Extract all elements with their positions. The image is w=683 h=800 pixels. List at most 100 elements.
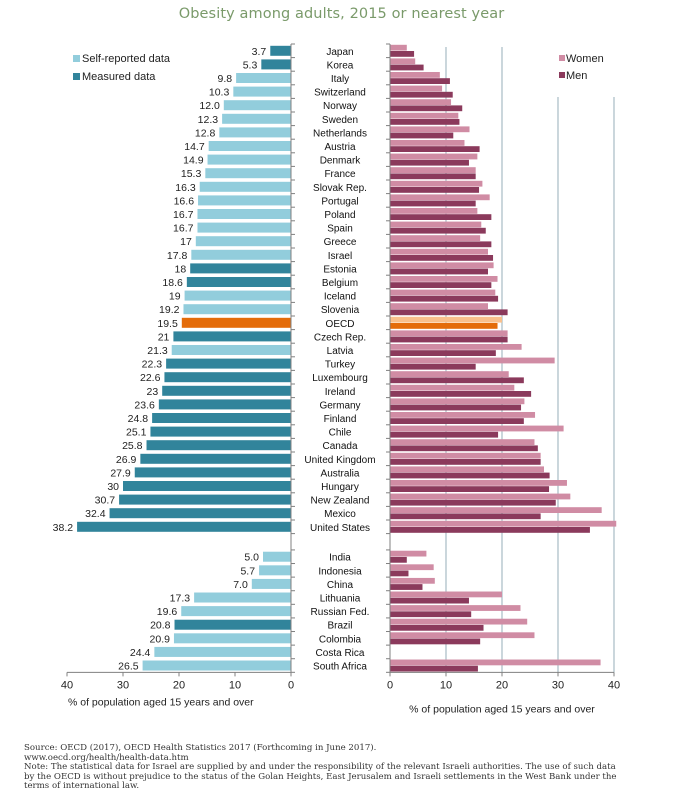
men-bar — [390, 597, 469, 604]
women-bar — [390, 452, 541, 459]
women-bar — [390, 262, 494, 269]
right-x-tick-label: 40 — [608, 679, 620, 691]
men-bar — [390, 323, 498, 329]
axes — [66, 43, 615, 677]
women-bar — [390, 564, 434, 571]
women-bar — [390, 659, 601, 666]
total-bar-france — [205, 168, 291, 179]
legend-swatch-women — [559, 55, 565, 61]
men-bar — [390, 295, 499, 302]
total-bar-indonesia — [259, 565, 291, 576]
total-bars — [77, 45, 291, 671]
men-bar — [390, 78, 450, 84]
value-label: 22.6 — [140, 372, 161, 384]
country-label: Chile — [329, 428, 352, 439]
men-bar — [390, 268, 488, 275]
value-label: 38.2 — [53, 522, 74, 534]
value-label: 18 — [175, 263, 187, 275]
women-bar — [390, 44, 407, 51]
country-label: New Zealand — [311, 496, 370, 507]
total-bar-canada — [146, 440, 291, 451]
total-bar-australia — [134, 467, 291, 478]
men-bar — [390, 459, 541, 465]
total-bar-finland — [152, 413, 291, 423]
total-bar-united-kingdom — [140, 453, 291, 464]
country-label: Netherlands — [313, 128, 367, 139]
value-label: 17.3 — [170, 593, 191, 605]
israel-note-2: by the OECD is without prejudice to the … — [24, 771, 617, 782]
israel-note-1: Note: The statistical data for Israel ar… — [24, 762, 616, 773]
country-label: OECD — [326, 319, 355, 330]
country-label: Slovenia — [321, 305, 360, 316]
men-bar — [390, 391, 532, 397]
total-bar-denmark — [207, 154, 291, 165]
value-label: 24.4 — [130, 647, 151, 659]
total-bar-ireland — [162, 385, 291, 396]
men-bar — [390, 336, 508, 343]
value-label: 21 — [158, 331, 170, 343]
women-bar — [390, 577, 435, 584]
men-bar — [390, 146, 480, 152]
men-bar — [390, 556, 407, 563]
men-bar — [390, 105, 463, 112]
country-label: Estonia — [323, 264, 357, 275]
value-label: 19.5 — [157, 318, 178, 330]
value-label: 17 — [180, 236, 192, 248]
women-bar — [390, 208, 478, 214]
country-label: Germany — [319, 400, 360, 411]
value-label: 12.3 — [198, 114, 219, 126]
country-label: Brazil — [327, 621, 352, 632]
women-bar — [390, 99, 452, 105]
country-label: Czech Rep. — [314, 332, 366, 343]
legend-swatch-measured — [73, 73, 80, 80]
total-bar-switzerland — [233, 86, 291, 97]
country-label: Latvia — [327, 346, 354, 357]
left-x-tick-label: 40 — [61, 679, 73, 691]
obesity-chart: 3.7 Japan 5.3 Korea 9.8 Italy 10.3 Switzerland 1… — [53, 43, 620, 716]
labels: 3.7 Japan 5.3 Korea 9.8 Italy 10.3 Switzerland 1… — [53, 46, 620, 716]
total-bar-india — [263, 551, 291, 562]
total-bar-costa-rica — [154, 646, 291, 657]
men-bar — [390, 119, 460, 125]
country-label: Switzerland — [314, 88, 366, 99]
total-bar-china — [251, 578, 291, 589]
right-x-tick-label: 20 — [496, 679, 508, 691]
total-bar-spain — [197, 222, 291, 233]
women-bar — [390, 371, 509, 377]
women-bar — [390, 112, 459, 119]
value-label: 14.9 — [183, 155, 204, 167]
total-bar-austria — [208, 141, 291, 151]
value-label: 25.8 — [122, 440, 143, 452]
value-label: 12.8 — [195, 127, 216, 139]
total-bar-mexico — [109, 508, 291, 519]
women-bar — [390, 153, 478, 160]
country-label: South Africa — [313, 662, 367, 673]
sex-bars — [390, 44, 617, 672]
men-bar — [390, 255, 494, 261]
men-bar — [390, 173, 476, 180]
country-label: Denmark — [320, 156, 362, 167]
value-label: 32.4 — [85, 508, 106, 520]
women-bar — [390, 344, 522, 350]
total-bar-new-zealand — [119, 494, 291, 505]
women-bar — [390, 72, 440, 78]
legend-label-measured: Measured data — [82, 71, 156, 83]
legend-label-women: Women — [566, 53, 604, 65]
total-bar-turkey — [166, 358, 291, 369]
source-url[interactable]: www.oecd.org/health/health-data.htm — [24, 752, 189, 763]
men-bar — [390, 418, 524, 424]
total-bar-germany — [158, 399, 291, 410]
value-label: 16.3 — [175, 182, 196, 194]
men-bar — [390, 227, 486, 234]
men-bar — [390, 214, 492, 220]
total-bar-oecd — [181, 317, 291, 328]
men-bar — [390, 91, 453, 98]
total-bar-estonia — [190, 263, 291, 274]
total-bar-netherlands — [219, 127, 291, 138]
value-label: 3.7 — [252, 46, 267, 58]
men-bar — [390, 200, 476, 207]
right-x-tick-label: 0 — [387, 679, 393, 691]
country-label: Indonesia — [318, 566, 362, 577]
legend-label-self: Self-reported data — [82, 53, 171, 65]
men-bar — [390, 159, 469, 166]
